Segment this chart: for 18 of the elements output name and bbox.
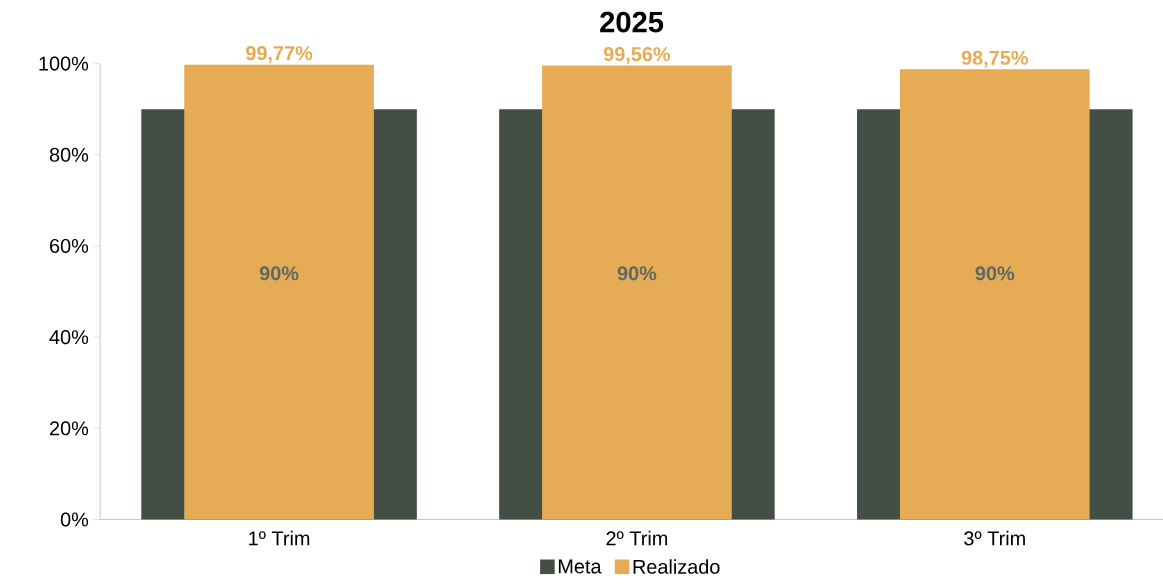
x-tick-label: 3º Trim <box>964 530 1025 546</box>
data-label: 90% <box>617 266 657 281</box>
data-label: 90% <box>975 266 1015 281</box>
y-tick-label: 0% <box>60 512 89 527</box>
x-tick-label: 1º Trim <box>249 530 310 546</box>
data-label: 99,56% <box>603 47 671 65</box>
data-label: 98,75% <box>961 50 1028 68</box>
y-tick-label: 40% <box>49 330 89 345</box>
legend-label: Realizado <box>633 559 720 574</box>
x-tick-label: 2º Trim <box>606 530 668 546</box>
data-label: 99,77% <box>246 46 313 64</box>
y-tick-label: 20% <box>50 421 89 436</box>
legend-label: Meta <box>558 559 602 574</box>
data-label: 90% <box>259 266 299 281</box>
y-tick-label: 100% <box>39 56 89 71</box>
y-tick-label: 80% <box>49 147 89 162</box>
y-tick-label: 60% <box>50 239 89 254</box>
chart-title: 2025 <box>600 11 664 33</box>
